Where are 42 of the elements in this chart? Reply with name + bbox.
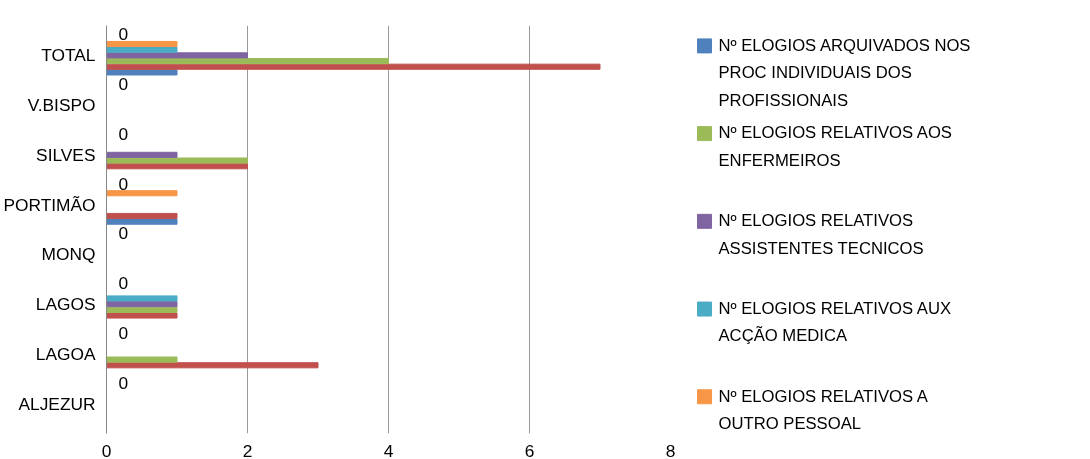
y-tick-label: TOTAL [41,45,96,66]
bar [106,295,178,302]
bar [106,40,178,48]
bar [106,69,178,76]
legend-label: Nº ELOGIOS ARQUIVADOS NOS PROC INDIVIDUAIS DOS PROFISSIONAIS [718,35,971,110]
bar [106,63,601,70]
x-tick-label: 8 [665,440,676,459]
legend-label: Nº ELOGIOS RELATIVOS AOS ENFERMEIROS [718,123,952,170]
y-tick-label: MONQ [41,244,96,265]
x-tick-label: 0 [101,440,112,459]
legend-label: Nº ELOGIOS RELATIVOS ASSISTENTES TECNICOS [718,211,924,258]
y-tick-label: LAGOA [35,343,96,364]
bar [106,46,178,53]
bar [106,52,248,59]
data-label: 0 [118,173,129,194]
bar [106,212,178,220]
data-label: 0 [118,273,129,294]
bar [106,306,178,313]
y-tick-label: SILVES [36,144,96,165]
bar [106,218,178,225]
data-label: 0 [118,322,129,343]
bar [106,157,248,164]
x-tick-label: 6 [524,440,535,459]
data-label: 0 [118,74,129,95]
bar [106,57,389,65]
legend-label: Nº ELOGIOS RELATIVOS A OUTRO PESSOAL [718,386,929,434]
y-tick-label: ALJEZUR [18,393,96,414]
data-label: 0 [118,24,129,45]
data-label: 0 [118,123,129,144]
bar [106,362,319,369]
x-tick-label: 2 [242,440,253,459]
x-tick-label: 4 [383,440,394,459]
y-tick-label: LAGOS [35,294,96,315]
bar [106,312,178,319]
bar [106,190,178,197]
y-tick-label: PORTIMÃO [3,194,96,215]
bar [106,151,178,158]
data-label: 0 [118,223,129,244]
y-tick-label: V.BISPO [27,95,96,116]
legend-label: Nº ELOGIOS RELATIVOS AUX ACÇÃO MEDICA [718,298,952,346]
bar [106,356,178,363]
data-label: 0 [118,372,129,393]
